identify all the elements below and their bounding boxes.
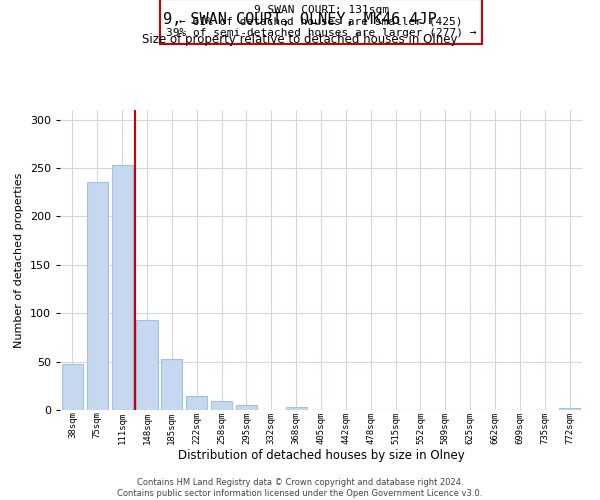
- Bar: [559, 408, 580, 410]
- Bar: [211, 402, 232, 410]
- Bar: [286, 407, 307, 410]
- Text: Contains HM Land Registry data © Crown copyright and database right 2024.
Contai: Contains HM Land Registry data © Crown c…: [118, 478, 482, 498]
- X-axis label: Distribution of detached houses by size in Olney: Distribution of detached houses by size …: [178, 449, 464, 462]
- Text: 9, SWAN COURT, OLNEY, MK46 4JP: 9, SWAN COURT, OLNEY, MK46 4JP: [163, 12, 437, 28]
- Bar: [112, 165, 133, 410]
- Bar: [62, 364, 83, 410]
- Text: Size of property relative to detached houses in Olney: Size of property relative to detached ho…: [142, 32, 458, 46]
- Y-axis label: Number of detached properties: Number of detached properties: [14, 172, 24, 348]
- Bar: [136, 320, 158, 410]
- Bar: [87, 182, 108, 410]
- Bar: [161, 358, 182, 410]
- Bar: [186, 396, 207, 410]
- Text: 9 SWAN COURT: 131sqm
← 61% of detached houses are smaller (425)
39% of semi-deta: 9 SWAN COURT: 131sqm ← 61% of detached h…: [166, 5, 476, 38]
- Bar: [236, 405, 257, 410]
